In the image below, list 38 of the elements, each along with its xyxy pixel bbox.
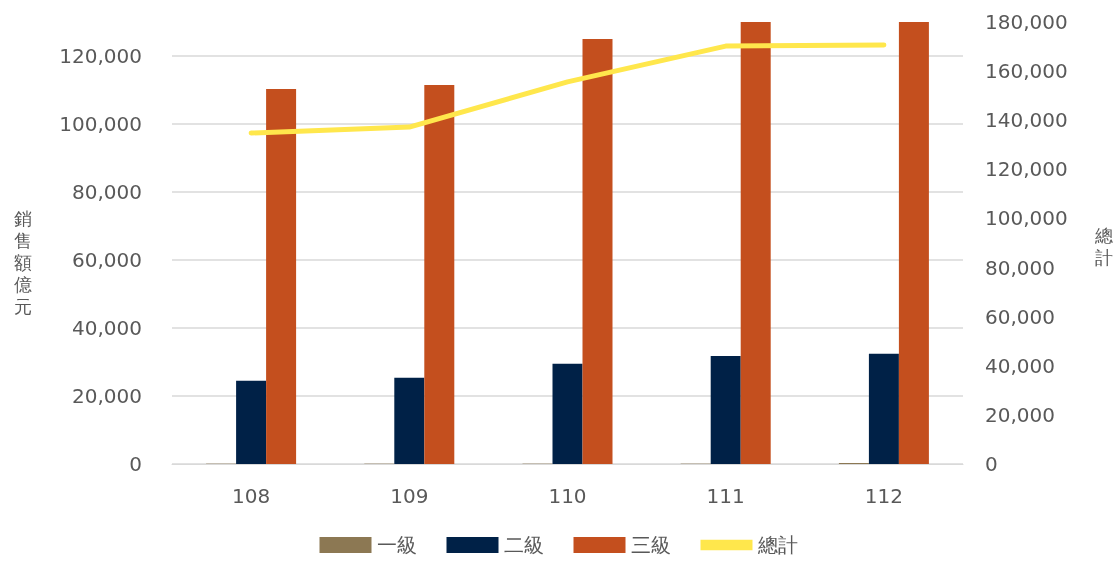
bar bbox=[868, 353, 899, 464]
y2-tick-label: 140,000 bbox=[985, 108, 1068, 133]
y-tick-label: 80,000 bbox=[72, 180, 142, 204]
y-tick-label: 120,000 bbox=[59, 44, 142, 68]
y-tick-label: 100,000 bbox=[59, 112, 142, 136]
y2-tick-label: 40,000 bbox=[985, 353, 1055, 378]
y2-tick-label: 100,000 bbox=[985, 206, 1068, 231]
bar bbox=[582, 39, 613, 464]
y-tick-label: 20,000 bbox=[72, 384, 142, 408]
y2-tick-label: 60,000 bbox=[985, 304, 1055, 329]
bar bbox=[740, 22, 771, 464]
y2-tick-label: 180,000 bbox=[985, 10, 1068, 34]
bar bbox=[236, 380, 267, 464]
bar bbox=[710, 355, 741, 464]
y-tick-label: 0 bbox=[129, 452, 142, 476]
bar bbox=[898, 22, 929, 464]
x-tick-label: 108 bbox=[232, 484, 271, 508]
bar bbox=[394, 377, 425, 464]
y-axis-title: 銷售額億元 bbox=[13, 208, 33, 318]
x-tick-label: 111 bbox=[706, 484, 745, 508]
legend-label: 總計 bbox=[756, 533, 798, 557]
y2-tick-label: 120,000 bbox=[985, 157, 1068, 182]
y2-tick-label: 20,000 bbox=[985, 402, 1055, 427]
x-tick-label: 109 bbox=[390, 484, 429, 508]
x-tick-label: 112 bbox=[864, 484, 903, 508]
bar bbox=[266, 88, 297, 464]
legend-label: 一級 bbox=[376, 533, 417, 557]
x-tick-label: 110 bbox=[548, 484, 587, 508]
y2-tick-label: 0 bbox=[985, 452, 998, 476]
y2-tick-label: 160,000 bbox=[985, 59, 1068, 84]
y2-tick-label: 80,000 bbox=[985, 255, 1055, 280]
bar bbox=[552, 363, 583, 464]
y2-axis-title: 總計 bbox=[1094, 225, 1114, 269]
y-tick-label: 40,000 bbox=[72, 316, 142, 340]
bar bbox=[424, 84, 455, 464]
legend-label: 二級 bbox=[503, 533, 544, 557]
legend-label: 三級 bbox=[630, 533, 671, 557]
y-tick-label: 60,000 bbox=[72, 248, 142, 272]
